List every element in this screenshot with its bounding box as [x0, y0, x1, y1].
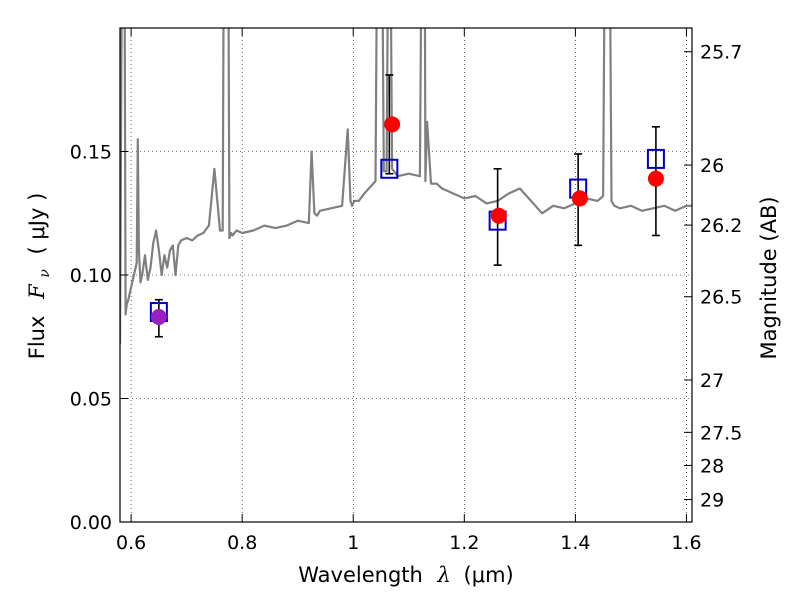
model-square-marker [380, 158, 399, 179]
y-tick-label: 0.05 [70, 389, 112, 411]
axis-ticks: 0.6 0.8 1 1.2 1.4 1.6 0.00 0.05 0.10 0.15 25.7 26 26… [70, 28, 742, 554]
x-tick-label: 0.8 [227, 532, 257, 554]
y-axis-label-unit: ( μJy ) [25, 193, 49, 255]
y2-tick-label: 26.5 [700, 287, 742, 309]
y2-tick-label: 25.7 [700, 42, 742, 64]
flux-circle-marker [490, 207, 507, 224]
y2-axis-label: Magnitude (AB) [757, 196, 781, 359]
x-tick-label: 1.6 [671, 532, 701, 554]
y-axis-label: Flux F ν ( μJy ) [25, 193, 54, 360]
x-axis-label: Wavelength λ (μm) [298, 563, 513, 587]
y-axis-label-symbol: F [25, 283, 49, 300]
y2-tick-label: 27.5 [700, 422, 742, 444]
y2-tick-label: 28 [700, 455, 724, 477]
x-axis-label-unit: (μm) [464, 563, 514, 587]
model-square-marker [646, 148, 665, 169]
y2-tick-label: 26.2 [700, 215, 742, 237]
flux-circle-marker [384, 116, 401, 133]
gridlines [120, 28, 692, 522]
flux-circle-marker [647, 170, 664, 187]
y-tick-label: 0.00 [70, 512, 112, 534]
x-axis-label-main: Wavelength [298, 563, 423, 587]
flux-circle-marker [571, 190, 588, 207]
y-axis-label-subscript: ν [37, 269, 53, 278]
y2-tick-label: 27 [700, 370, 724, 392]
y-tick-label: 0.15 [70, 142, 112, 164]
x-tick-label: 0.6 [116, 532, 146, 554]
y-axis-label-main: Flux [25, 316, 49, 360]
x-tick-label: 1.2 [449, 532, 479, 554]
x-axis-label-symbol: λ [437, 563, 451, 587]
x-tick-label: 1 [347, 532, 359, 554]
y2-tick-label: 26 [700, 155, 724, 177]
y2-tick-label: 29 [700, 490, 724, 512]
flux-circle-marker [150, 308, 167, 325]
spectrum-line [120, 28, 692, 345]
x-tick-label: 1.4 [560, 532, 590, 554]
plot-data [120, 28, 692, 345]
y-tick-label: 0.10 [70, 265, 112, 287]
